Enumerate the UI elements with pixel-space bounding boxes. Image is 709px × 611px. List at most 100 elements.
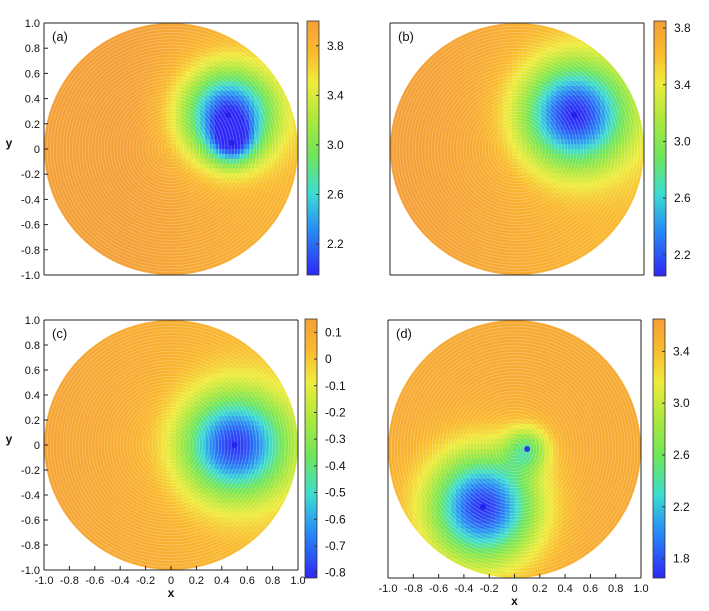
field-cell xyxy=(609,56,616,63)
field-cell xyxy=(141,334,148,340)
field-cell xyxy=(541,71,547,77)
field-cell xyxy=(595,66,601,73)
field-cell xyxy=(414,178,420,184)
field-cell xyxy=(463,37,469,43)
field-cell xyxy=(83,358,89,364)
field-cell xyxy=(512,250,518,257)
field-cell xyxy=(468,144,474,150)
field-cell xyxy=(175,207,182,213)
field-cell xyxy=(214,56,221,63)
field-cell xyxy=(258,95,265,102)
field-cell xyxy=(131,320,138,326)
field-cell xyxy=(541,56,547,63)
field-cell xyxy=(249,95,255,102)
field-cell xyxy=(487,124,494,131)
field-cell xyxy=(127,368,133,374)
field-cell xyxy=(244,202,250,208)
field-cell xyxy=(131,110,138,116)
field-cell xyxy=(463,173,469,179)
field-cell xyxy=(268,207,275,213)
field-cell xyxy=(619,144,626,150)
field-cell xyxy=(565,173,572,179)
field-cell xyxy=(229,231,236,237)
field-cell xyxy=(234,245,240,252)
field-cell xyxy=(570,52,577,58)
field-cell xyxy=(414,71,420,77)
field-cell xyxy=(161,105,167,111)
field-cell xyxy=(575,115,582,121)
field-cell xyxy=(546,71,552,77)
field-cell xyxy=(526,42,533,48)
field-cell xyxy=(171,115,177,121)
field-cell xyxy=(283,95,289,102)
field-cell xyxy=(443,115,450,121)
field-cell xyxy=(131,42,138,48)
field-cell xyxy=(244,353,250,360)
field-cell xyxy=(565,42,572,48)
field-cell xyxy=(512,52,518,58)
field-cell xyxy=(482,95,489,102)
field-cell xyxy=(131,182,138,189)
field-cell xyxy=(190,124,197,131)
field-cell xyxy=(551,124,557,131)
field-cell xyxy=(502,27,508,34)
field-cell xyxy=(156,134,162,140)
field-cell xyxy=(161,255,167,262)
field-cell xyxy=(409,212,416,218)
field-cell xyxy=(604,221,611,228)
field-cell xyxy=(166,90,172,97)
field-cell xyxy=(224,207,231,213)
field-cell xyxy=(443,250,450,257)
field-cell xyxy=(239,241,245,247)
field-cell xyxy=(171,255,177,262)
field-cell xyxy=(477,187,484,194)
field-cell xyxy=(146,221,153,228)
field-cell xyxy=(63,90,70,97)
field-cell xyxy=(87,110,94,116)
field-cell xyxy=(229,124,236,131)
field-cell xyxy=(224,66,231,73)
field-cell xyxy=(127,90,133,97)
field-cell xyxy=(473,47,479,53)
field-cell xyxy=(175,270,182,275)
field-cell xyxy=(565,76,572,82)
field-cell xyxy=(63,86,70,92)
field-cell xyxy=(97,163,104,169)
field-cell xyxy=(161,66,167,73)
field-cell xyxy=(619,81,626,87)
field-cell xyxy=(453,90,459,97)
field-cell xyxy=(180,245,187,252)
field-cell xyxy=(166,168,172,174)
field-cell xyxy=(107,37,113,43)
field-cell xyxy=(58,153,65,160)
field-cell xyxy=(239,197,245,203)
field-cell xyxy=(141,119,148,126)
field-cell xyxy=(502,86,508,92)
field-map xyxy=(44,320,298,570)
field-cell xyxy=(273,144,280,150)
field-cell xyxy=(190,129,197,136)
field-cell xyxy=(560,47,567,53)
field-cell xyxy=(551,66,557,73)
field-cell xyxy=(556,139,562,145)
field-cell xyxy=(512,42,518,48)
field-cell xyxy=(629,115,635,121)
field-cell xyxy=(244,90,250,97)
field-cell xyxy=(254,344,260,350)
field-cell xyxy=(404,178,411,184)
field-cell xyxy=(463,241,469,247)
field-cell xyxy=(487,182,494,189)
field-cell xyxy=(258,241,265,247)
field-cell xyxy=(560,105,567,111)
field-cell xyxy=(492,221,499,228)
field-cell xyxy=(131,90,138,97)
field-cell xyxy=(458,124,464,131)
field-cell xyxy=(92,182,99,189)
field-cell xyxy=(487,56,494,63)
field-cell xyxy=(214,47,221,53)
field-cell xyxy=(131,139,138,145)
colorbar-scale xyxy=(653,20,667,277)
field-cell xyxy=(546,231,552,237)
field-cell xyxy=(136,139,143,145)
field-cell xyxy=(477,56,484,63)
